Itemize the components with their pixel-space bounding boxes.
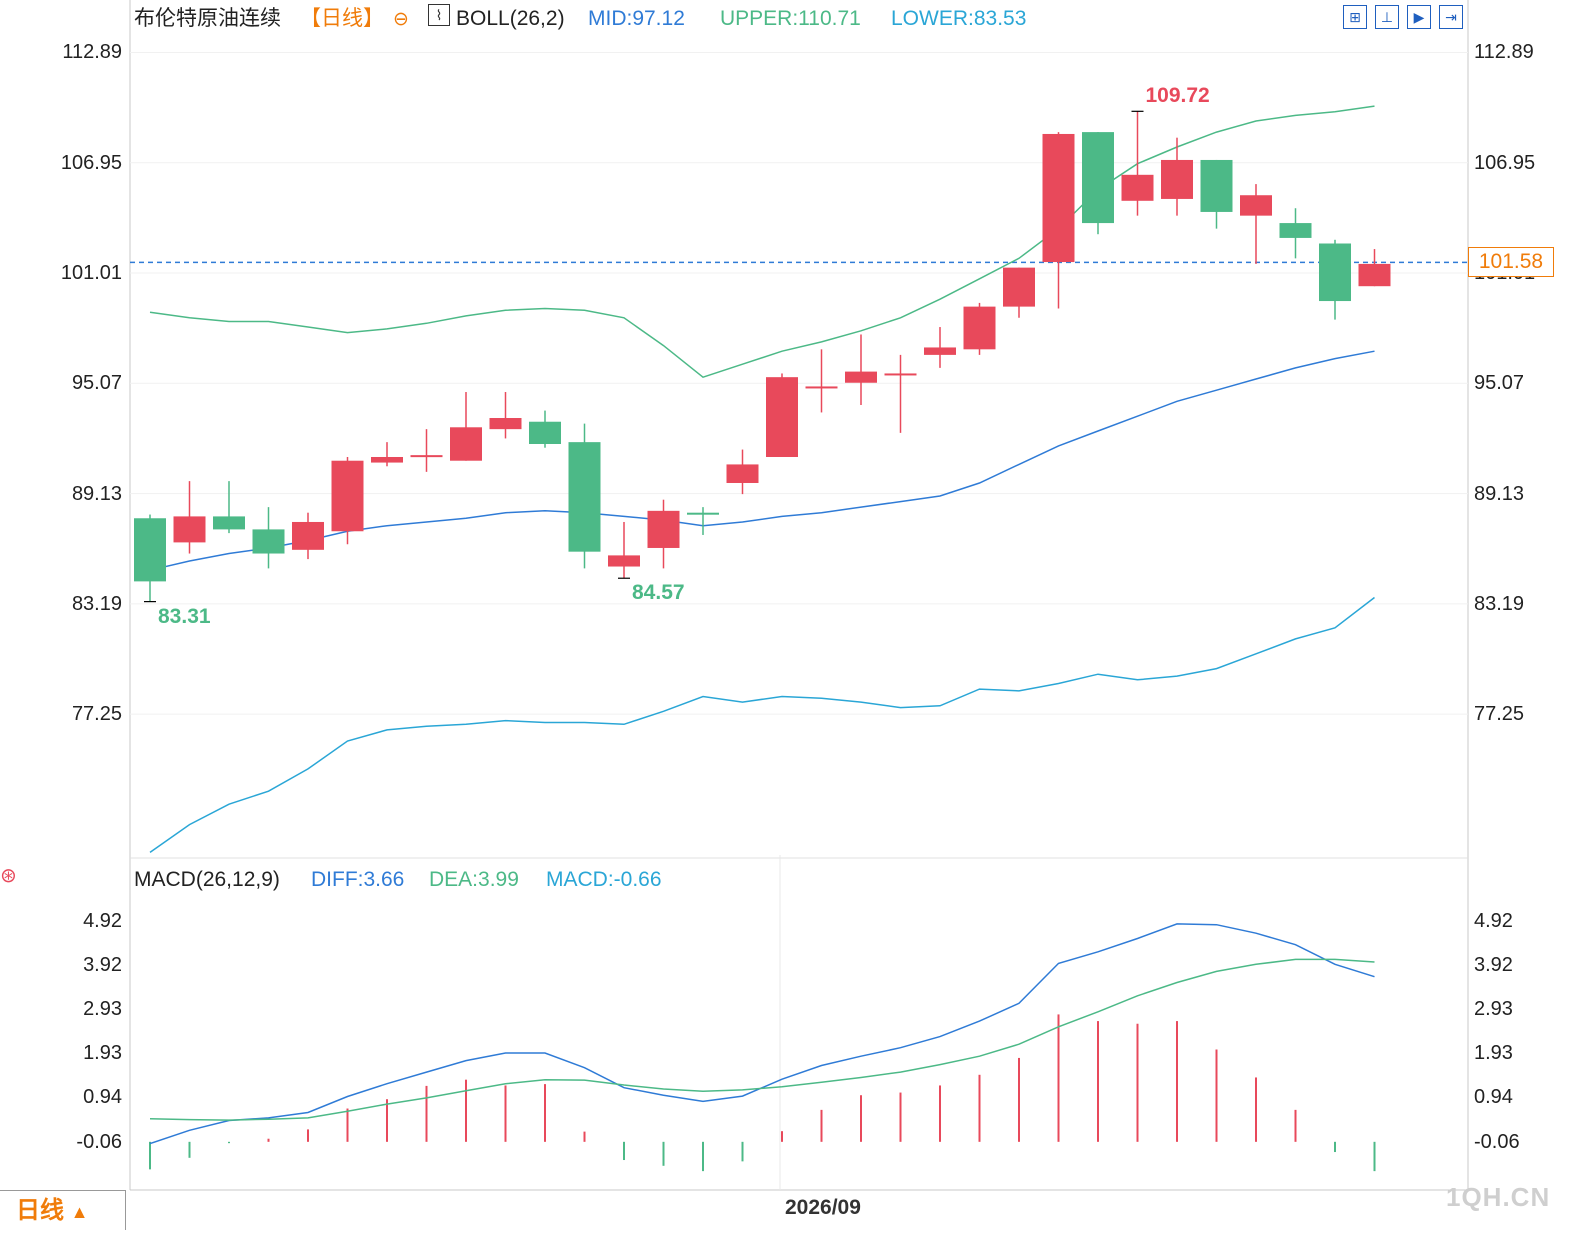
candle-body — [766, 377, 798, 457]
macd-label: MACD(26,12,9) — [134, 868, 280, 891]
zoom-in-icon[interactable]: ⊥ — [1375, 5, 1399, 29]
candle-body — [1121, 174, 1154, 201]
price-tick-right: 77.25 — [1474, 703, 1525, 726]
crosshair-icon[interactable]: ⊛ — [0, 865, 17, 887]
candle-body — [568, 442, 601, 552]
dea-value: DEA:3.99 — [429, 868, 519, 891]
candle-body — [213, 516, 245, 530]
settings-circle-icon[interactable]: ⊖ — [393, 9, 409, 30]
candle-body — [1200, 159, 1233, 212]
macd-tick-left: -0.06 — [76, 1130, 122, 1153]
period-label: 日线 — [16, 1197, 64, 1224]
extreme-label: 84.57 — [632, 581, 685, 605]
boll-lower-line — [149, 596, 1375, 854]
grid-icon[interactable]: ⊞ — [1343, 5, 1367, 29]
price-tick-left: 101.01 — [60, 262, 122, 285]
indicator-chart-icon[interactable]: ⌇ — [428, 4, 450, 26]
instrument-title: 布伦特原油连续 — [134, 7, 281, 30]
x-axis-label: 2026/09 — [785, 1196, 861, 1219]
diff-line — [149, 923, 1375, 1145]
boll-lower-value: LOWER:83.53 — [891, 7, 1027, 30]
boll-upper-value: UPPER:110.71 — [720, 7, 861, 30]
diff-value: DIFF:3.66 — [311, 868, 405, 891]
price-markers — [144, 110, 1144, 603]
macd-tick-right: 2.93 — [1474, 998, 1513, 1021]
macd-tick-left: 4.92 — [83, 909, 122, 932]
candle-body — [924, 347, 956, 355]
candle-body — [726, 464, 759, 483]
jump-end-icon[interactable]: ⇥ — [1439, 5, 1463, 29]
watermark: 1QH.CN — [1446, 1182, 1551, 1212]
macd-tick-right: 0.94 — [1474, 1086, 1513, 1109]
candle-body — [450, 427, 482, 461]
period-tag[interactable]: 【日线】 — [300, 7, 384, 30]
candle-body — [252, 529, 285, 554]
candle-body — [647, 510, 680, 548]
candle-body — [134, 518, 166, 582]
price-tick-left: 89.13 — [71, 482, 122, 505]
macd-value: MACD:-0.66 — [546, 868, 662, 891]
price-tick-left: 83.19 — [71, 592, 122, 615]
boll-label: BOLL(26,2) — [456, 7, 565, 30]
candle-body — [371, 456, 403, 463]
price-tick-left: 77.25 — [71, 703, 122, 726]
candle-body — [805, 386, 838, 389]
candle-body — [410, 455, 443, 458]
candle-body — [845, 371, 877, 383]
price-tick-right: 89.13 — [1474, 482, 1525, 505]
candle-body — [608, 555, 640, 567]
macd-tick-left: 0.94 — [83, 1086, 122, 1109]
candle-body — [489, 418, 522, 430]
macd-histogram — [149, 1014, 1376, 1172]
candle-body — [1161, 159, 1193, 199]
chart-frame — [129, 0, 1469, 1191]
candle-body — [1279, 223, 1312, 238]
candle-body — [331, 460, 364, 532]
candle-body — [529, 421, 561, 444]
candle-body — [1003, 267, 1035, 307]
step-forward-icon[interactable]: ▶ — [1407, 5, 1431, 29]
macd-tick-right: 1.93 — [1474, 1042, 1513, 1065]
dea-line — [149, 958, 1375, 1121]
candle-body — [292, 521, 324, 550]
candlestick-series — [134, 111, 1391, 602]
macd-tick-right: 3.92 — [1474, 954, 1513, 977]
candle-body — [173, 516, 206, 543]
candle-body — [884, 373, 917, 376]
boll-upper-line — [149, 105, 1375, 379]
macd-tick-left: 3.92 — [83, 954, 122, 977]
extreme-label: 109.72 — [1145, 84, 1210, 108]
period-button[interactable]: 日线 ▲ — [0, 1190, 126, 1230]
macd-tick-left: 1.93 — [83, 1042, 122, 1065]
macd-tick-right: -0.06 — [1474, 1130, 1520, 1153]
macd-tick-left: 2.93 — [83, 998, 122, 1021]
price-tick-right: 83.19 — [1474, 592, 1525, 615]
candle-body — [1240, 195, 1272, 216]
candle-body — [1042, 133, 1075, 263]
candle-body — [1358, 263, 1391, 287]
price-tick-right: 95.07 — [1474, 372, 1525, 395]
boll-mid-line — [149, 350, 1375, 571]
price-tick-left: 95.07 — [71, 372, 122, 395]
grid-lines — [130, 51, 1468, 715]
macd-lines — [149, 923, 1375, 1145]
price-tick-left: 112.89 — [62, 41, 122, 64]
boll-mid-value: MID:97.12 — [588, 7, 685, 30]
candle-body — [687, 512, 719, 515]
price-tick-right: 106.95 — [1474, 151, 1536, 174]
candle-body — [963, 306, 996, 350]
price-tick-right: 112.89 — [1474, 41, 1534, 64]
extreme-label: 83.31 — [158, 604, 211, 628]
macd-tick-right: 4.92 — [1474, 909, 1513, 932]
current-price-tag: 101.58 — [1468, 247, 1554, 278]
price-tick-left: 106.95 — [60, 151, 122, 174]
period-arrow-icon: ▲ — [70, 1202, 89, 1222]
candle-body — [1319, 243, 1351, 302]
candle-body — [1082, 132, 1114, 224]
